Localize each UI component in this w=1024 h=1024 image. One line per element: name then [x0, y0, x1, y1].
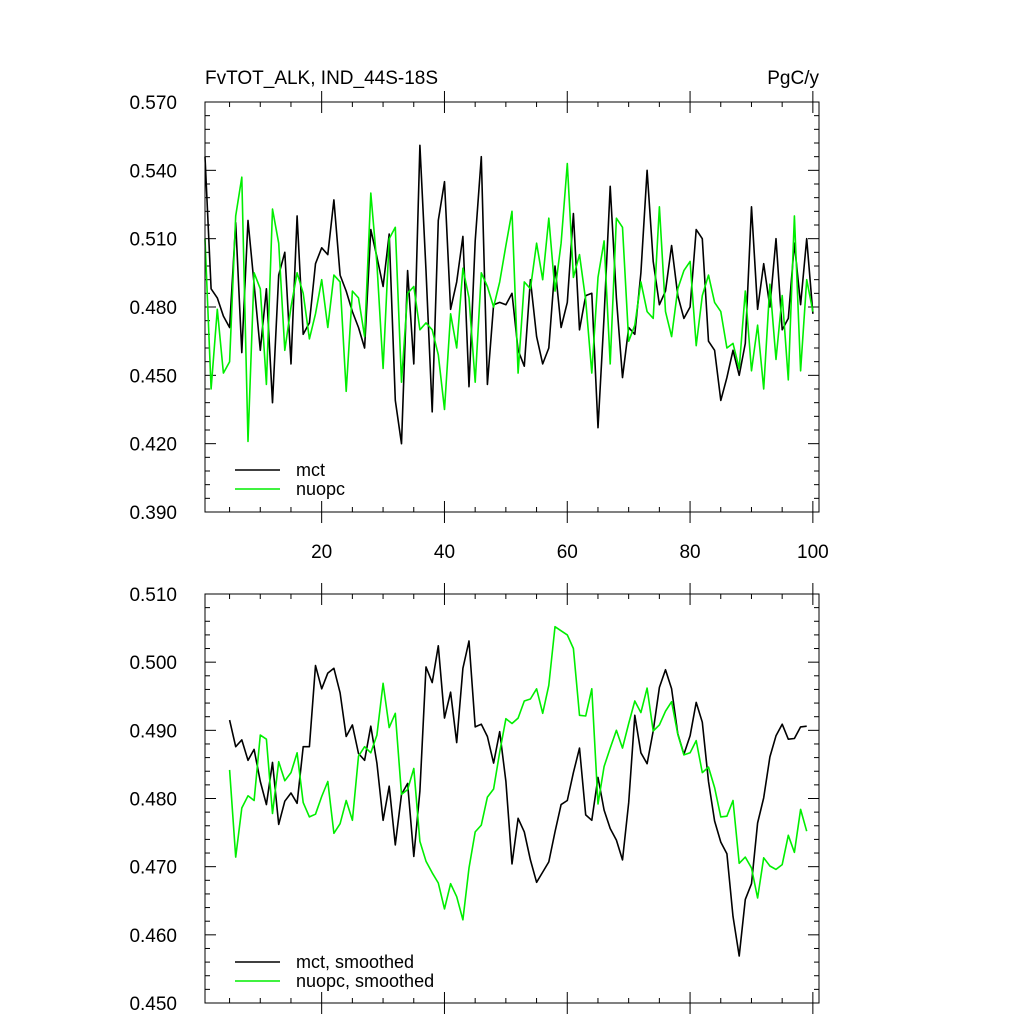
x-tick-label: 80 — [679, 542, 700, 563]
y-tick-label: 0.510 — [129, 585, 177, 606]
top-panel-units: PgC/y — [767, 68, 819, 89]
bottom-panel-frame — [204, 593, 820, 1004]
y-tick-label: 0.500 — [129, 653, 177, 674]
series-line-1 — [228, 625, 808, 921]
series-line-0 — [228, 640, 807, 957]
y-tick-label: 0.510 — [129, 230, 177, 251]
top-panel-frame — [204, 101, 820, 513]
top-panel-ticks — [205, 91, 819, 523]
legend-label-1: nuopc, smoothed — [296, 971, 434, 991]
y-tick-label: 0.570 — [129, 93, 177, 114]
x-tick-label: 20 — [311, 542, 332, 563]
y-tick-label: 0.390 — [129, 503, 177, 524]
bottom-panel-y-tick-labels: 0.510 0.500 0.490 0.480 0.470 0.460 0.450 — [129, 585, 177, 1015]
legend-label-1: nuopc — [296, 479, 345, 499]
legend-label-0: mct, smoothed — [296, 952, 414, 972]
y-tick-label: 0.470 — [129, 858, 177, 879]
y-tick-label: 0.480 — [129, 790, 177, 811]
top-panel-series — [204, 144, 814, 445]
y-tick-label: 0.460 — [129, 926, 177, 947]
y-tick-label: 0.490 — [129, 721, 177, 742]
top-panel-x-tick-labels: 20 40 60 80 100 — [311, 542, 829, 563]
y-tick-label: 0.480 — [129, 298, 177, 319]
top-panel: FvTOT_ALK, IND_44S-18S PgC/y 0.5700.5400… — [129, 68, 828, 563]
y-tick-label: 0.450 — [129, 994, 177, 1015]
series-line-1 — [204, 162, 814, 443]
top-panel-title: FvTOT_ALK, IND_44S-18S — [205, 68, 438, 89]
series-line-0 — [204, 144, 814, 445]
bottom-panel-ticks — [205, 583, 819, 1014]
x-tick-label: 40 — [434, 542, 455, 563]
x-tick-label: 60 — [557, 542, 578, 563]
y-tick-label: 0.420 — [129, 435, 177, 456]
legend-label-0: mct — [296, 460, 325, 480]
y-tick-label: 0.450 — [129, 366, 177, 387]
top-panel-y-tick-labels: 0.570 0.540 0.510 0.480 0.450 0.420 0.390 — [129, 93, 177, 524]
bottom-panel: 0.510 0.500 0.490 0.480 0.470 0.460 0.450 mct,… — [129, 583, 820, 1015]
y-tick-label: 0.540 — [129, 161, 177, 182]
x-tick-label: 100 — [797, 542, 829, 563]
bottom-panel-series — [228, 625, 808, 957]
